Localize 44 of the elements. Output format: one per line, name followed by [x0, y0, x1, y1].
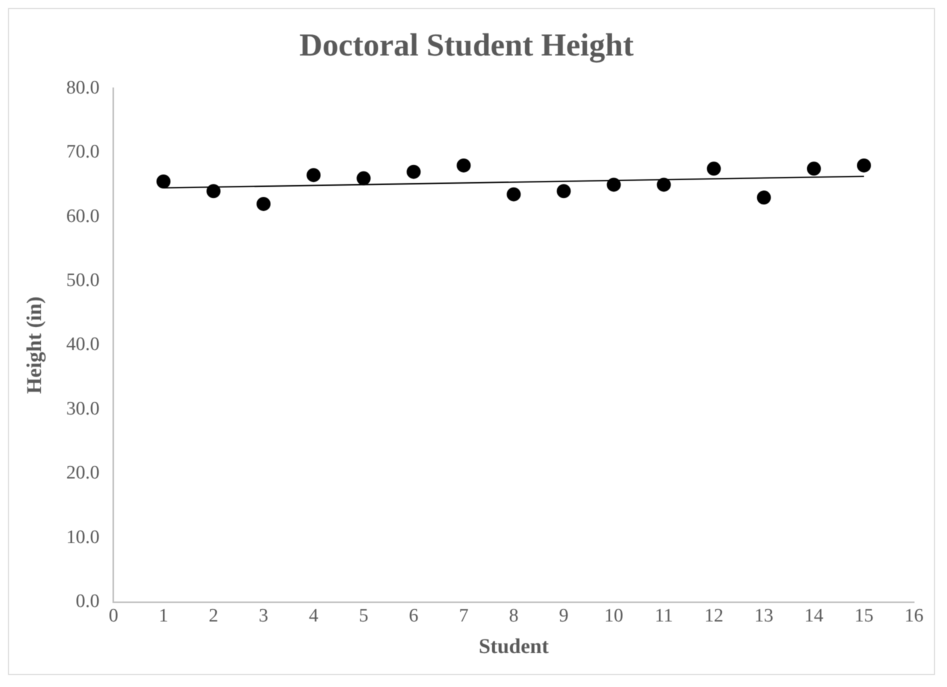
x-axis-title: Student [478, 634, 549, 658]
point [406, 164, 421, 179]
y-tick-label: 0.0 [76, 590, 100, 612]
x-tick-label: 4 [308, 605, 319, 626]
x-tick-label: 12 [704, 605, 724, 626]
x-tick-label: 1 [158, 605, 168, 626]
x-tick-label: 16 [904, 605, 924, 626]
x-tick-label: 10 [604, 605, 624, 626]
x-tick-label: 11 [654, 605, 673, 626]
x-tick-label: 3 [258, 605, 268, 626]
x-tick-label: 13 [754, 605, 774, 626]
point [706, 162, 721, 176]
y-tick-label: 50.0 [66, 270, 100, 291]
chart-title: Doctoral Student Height [299, 26, 634, 64]
y-axis-title: Height (in) [22, 296, 46, 394]
y-tick-label: 80.0 [66, 77, 100, 98]
point [756, 190, 771, 205]
y-tick-label: 10.0 [66, 526, 100, 548]
point [206, 184, 221, 198]
y-tick-label: 40.0 [66, 334, 100, 356]
point [506, 187, 521, 202]
x-tick-label: 7 [458, 605, 468, 626]
x-tick-label: 2 [208, 605, 218, 626]
point [156, 174, 170, 188]
x-tick-label: 9 [559, 605, 569, 626]
y-tick-label: 30.0 [66, 398, 100, 420]
point [256, 196, 271, 211]
point [606, 178, 621, 192]
y-tick-label: 20.0 [66, 462, 100, 484]
x-tick-label: 14 [804, 605, 824, 626]
point [356, 171, 371, 186]
point [456, 158, 471, 172]
x-tick-label: 8 [508, 605, 518, 626]
point [856, 158, 871, 172]
point [656, 178, 671, 192]
point [556, 184, 571, 198]
x-tick-label: 5 [358, 605, 368, 626]
x-tick-label: 15 [854, 605, 874, 626]
point [306, 168, 321, 182]
x-tick-label: 0 [108, 605, 118, 626]
y-tick-label: 70.0 [66, 142, 100, 163]
y-tick-label: 60.0 [66, 206, 100, 227]
point [806, 162, 821, 176]
x-tick-label: 6 [408, 605, 418, 626]
